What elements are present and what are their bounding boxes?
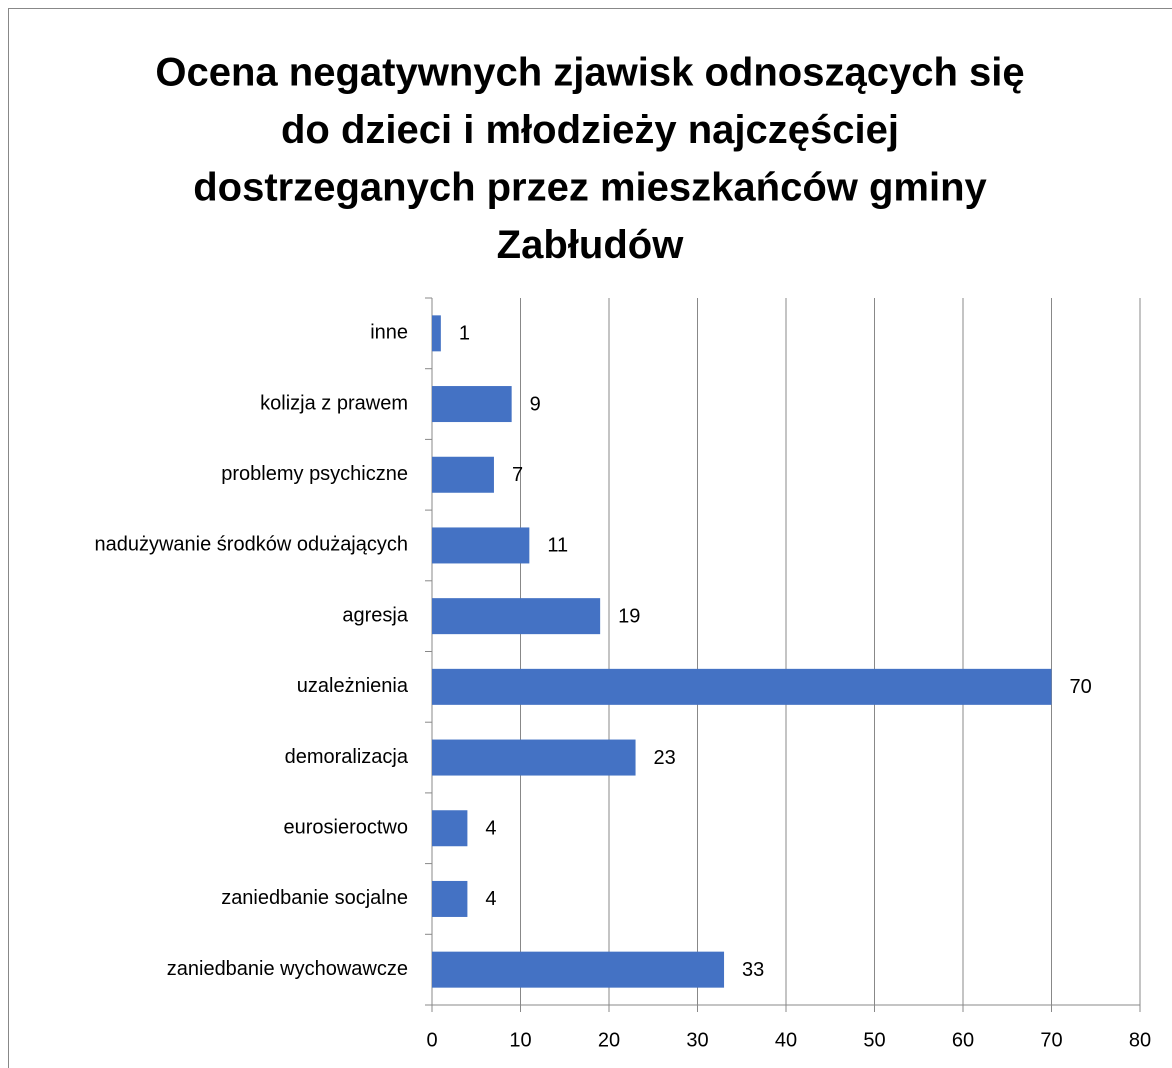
data-label: 4	[485, 888, 496, 910]
chart-border	[8, 8, 1172, 1068]
data-label: 1	[459, 323, 470, 345]
y-tick-label: problemy psychiczne	[221, 463, 408, 485]
chart-title: Ocena negatywnych zjawisk odnoszących si…	[155, 51, 1024, 95]
x-tick-label: 20	[598, 1029, 620, 1051]
data-label: 23	[654, 747, 676, 769]
y-tick-label: agresja	[342, 604, 408, 626]
data-label: 11	[547, 535, 568, 557]
bar	[432, 456, 494, 493]
y-tick-label: uzależnienia	[297, 675, 409, 697]
chart-title: Zabłudów	[497, 223, 685, 267]
x-tick-label: 70	[1040, 1029, 1062, 1051]
y-tick-label: demoralizacja	[285, 746, 409, 768]
data-label: 4	[485, 818, 496, 840]
bar	[432, 739, 636, 776]
bar	[432, 951, 725, 988]
bar	[432, 386, 512, 423]
y-tick-label: eurosieroctwo	[283, 817, 408, 839]
y-tick-label: kolizja z prawem	[260, 392, 408, 414]
x-tick-label: 50	[863, 1029, 885, 1051]
chart-title: dostrzeganych przez mieszkańców gminy	[193, 166, 987, 210]
bar	[432, 527, 530, 564]
x-tick-label: 60	[952, 1029, 974, 1051]
data-label: 70	[1070, 676, 1092, 698]
data-label: 9	[530, 393, 541, 415]
y-tick-label: zaniedbanie socjalne	[221, 887, 408, 909]
bar	[432, 668, 1052, 705]
bar	[432, 880, 468, 917]
x-tick-label: 0	[426, 1029, 437, 1051]
x-tick-label: 30	[686, 1029, 708, 1051]
x-tick-label: 40	[775, 1029, 797, 1051]
bar	[432, 810, 468, 847]
bar	[432, 315, 441, 352]
bar	[432, 598, 601, 635]
chart-title: do dzieci i młodzieży najczęściej	[281, 108, 899, 152]
y-tick-label: zaniedbanie wychowawcze	[167, 958, 408, 980]
y-tick-label: nadużywanie środków odużających	[94, 534, 408, 556]
data-label: 7	[512, 464, 523, 486]
x-tick-label: 10	[509, 1029, 531, 1051]
data-label: 33	[742, 959, 764, 981]
y-tick-label: inne	[370, 322, 408, 344]
data-label: 19	[618, 605, 640, 627]
x-tick-label: 80	[1129, 1029, 1151, 1051]
